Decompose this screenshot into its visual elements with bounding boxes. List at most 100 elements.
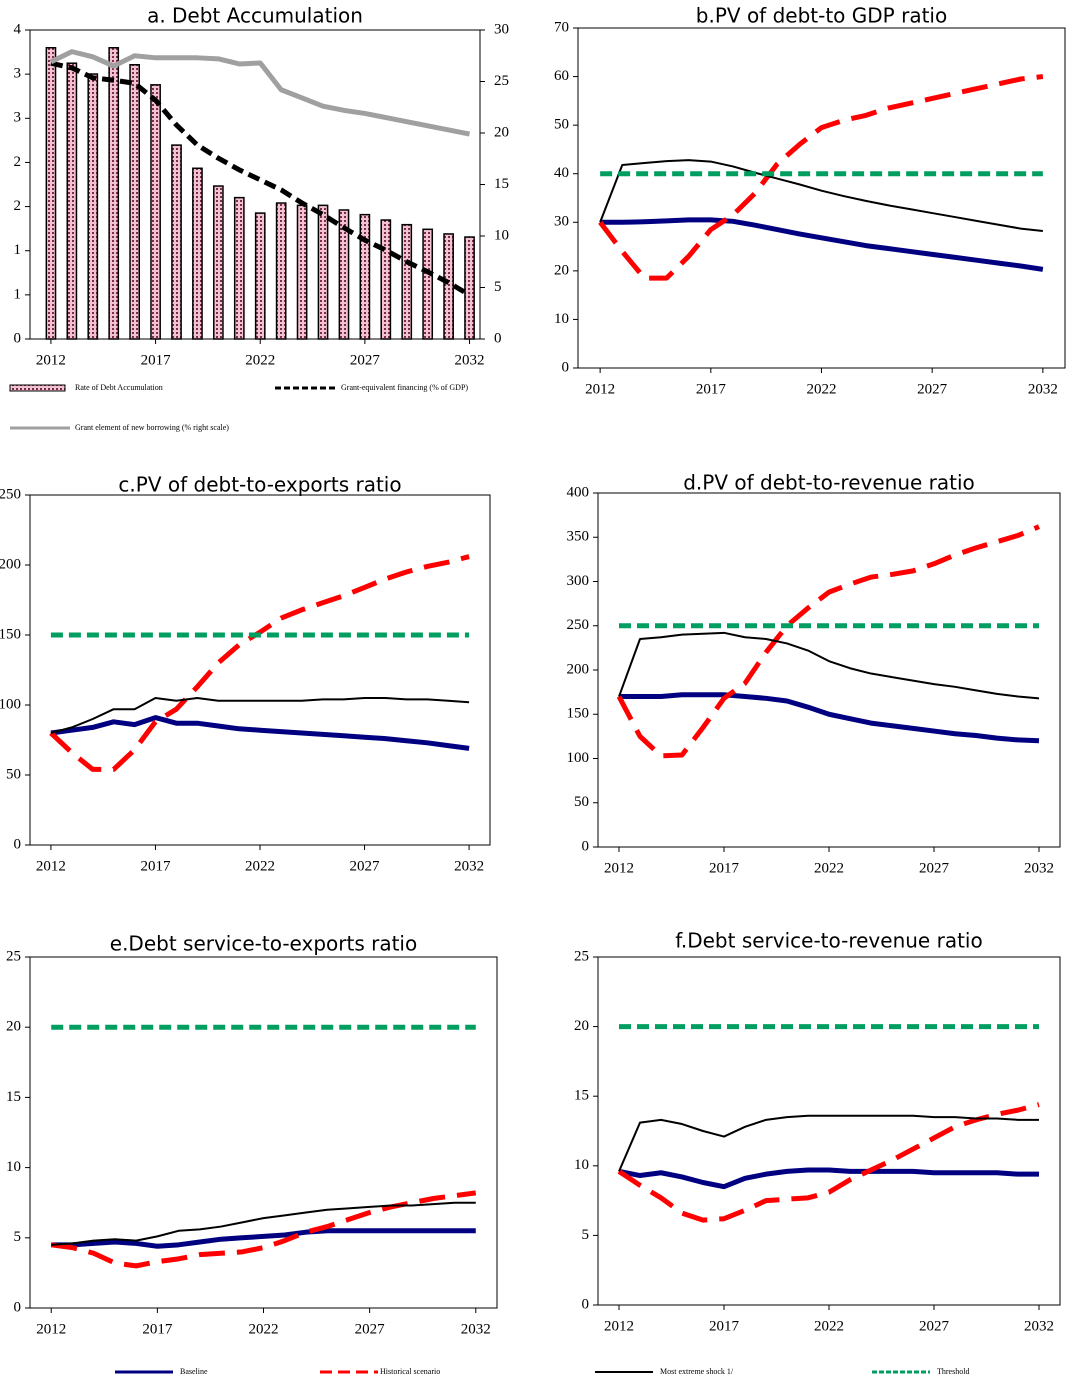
series-line	[618, 631, 1040, 700]
legend-label: Historical scenario	[380, 1367, 440, 1376]
series-line	[600, 217, 1044, 272]
x-tick-label: 2017	[709, 860, 740, 876]
series-line	[51, 1228, 476, 1249]
bar	[422, 228, 434, 340]
y-tick-label: 0	[582, 1296, 590, 1312]
y-tick-label: 5	[582, 1227, 590, 1243]
chart-title: b.PV of debt-to GDP ratio	[696, 4, 947, 28]
y-tick-label: 250	[0, 486, 21, 502]
y-tick-label: 10	[554, 311, 569, 327]
legend-label: Baseline	[180, 1367, 208, 1376]
x-tick-label: 2012	[585, 381, 615, 397]
legend-label: Grant element of new borrowing (% right …	[75, 423, 229, 432]
x-tick-label: 2027	[350, 858, 381, 874]
bar	[192, 167, 203, 340]
series-line	[618, 1167, 1039, 1190]
series-line	[598, 74, 1044, 281]
chart-title: a. Debt Accumulation	[147, 4, 363, 28]
bar	[66, 62, 78, 340]
y-tick-label: 350	[567, 529, 590, 545]
bar	[380, 219, 392, 340]
x-tick-label: 2012	[604, 1318, 634, 1334]
x-tick-label: 2022	[249, 1321, 279, 1337]
y-tick-label: 20	[554, 262, 569, 278]
series-line	[599, 159, 1043, 233]
y-tick-label: 0	[562, 359, 570, 375]
x-tick-label: 2012	[36, 352, 66, 368]
bar	[296, 204, 308, 340]
series-line	[50, 715, 470, 751]
y2-tick-label: 25	[494, 73, 509, 89]
x-tick-label: 2032	[1024, 1318, 1054, 1334]
y-tick-label: 25	[574, 948, 589, 964]
y-tick-label: 150	[0, 626, 21, 642]
x-tick-label: 2022	[807, 381, 837, 397]
bar	[171, 144, 182, 340]
x-tick-label: 2017	[142, 1321, 173, 1337]
x-tick-label: 2012	[36, 858, 66, 874]
y-tick-label: 30	[554, 214, 569, 230]
y-tick-label: 100	[567, 750, 590, 766]
legend-swatch	[9, 384, 66, 392]
x-tick-label: 2017	[709, 1318, 740, 1334]
x-tick-label: 2017	[141, 352, 172, 368]
y-tick-label: 250	[567, 617, 590, 633]
x-tick-label: 2022	[814, 1318, 844, 1334]
plot-frame	[29, 494, 491, 846]
y2-tick-label: 0	[494, 330, 502, 346]
plot-frame	[577, 27, 1066, 369]
y-tick-label: 0	[14, 836, 22, 852]
x-tick-label: 2032	[454, 858, 484, 874]
x-tick-label: 2012	[604, 860, 634, 876]
y-tick-label: 50	[6, 766, 21, 782]
y-tick-label: 100	[0, 696, 21, 712]
x-tick-label: 2027	[917, 381, 948, 397]
y2-tick-label: 15	[494, 176, 509, 192]
y-tick-label: 10	[574, 1157, 589, 1173]
x-tick-label: 2017	[696, 381, 727, 397]
series-line	[617, 1102, 1040, 1223]
y-tick-label: 5	[14, 1229, 22, 1245]
y-tick-label: 2	[14, 198, 22, 214]
x-tick-label: 2032	[455, 352, 485, 368]
y-tick-label: 3	[14, 110, 22, 126]
bar	[275, 202, 287, 340]
y-tick-label: 200	[0, 556, 21, 572]
legend-label: Grant-equivalent financing (% of GDP)	[341, 383, 468, 392]
y-tick-label: 300	[567, 573, 590, 589]
series-line	[49, 49, 471, 137]
y-tick-label: 25	[6, 948, 21, 964]
y-tick-label: 50	[574, 794, 589, 810]
plot-frame	[597, 492, 1061, 848]
x-tick-label: 2022	[245, 352, 275, 368]
y-tick-label: 1	[14, 242, 22, 258]
chart-title: f.Debt service-to-revenue ratio	[675, 929, 982, 953]
bar	[45, 47, 57, 340]
y2-tick-label: 30	[494, 21, 509, 37]
y-tick-label: 200	[567, 661, 590, 677]
series-line	[619, 692, 1040, 744]
bar	[401, 223, 413, 340]
series-line	[50, 697, 470, 734]
chart-title: d.PV of debt-to-revenue ratio	[683, 471, 975, 495]
y-tick-label: 50	[554, 117, 569, 133]
series-line	[50, 60, 471, 298]
bar	[464, 236, 475, 340]
x-tick-label: 2032	[1028, 381, 1058, 397]
series-line	[49, 554, 470, 772]
y-tick-label: 40	[554, 165, 569, 181]
plot-frame	[597, 956, 1061, 1306]
y-tick-label: 0	[582, 838, 590, 854]
y-tick-label: 400	[567, 484, 590, 500]
bar	[129, 64, 141, 340]
x-tick-label: 2032	[1024, 860, 1054, 876]
series-line	[618, 1114, 1039, 1172]
y-tick-label: 0	[14, 330, 22, 346]
x-tick-label: 2027	[919, 860, 950, 876]
x-tick-label: 2022	[245, 858, 275, 874]
x-tick-label: 2012	[36, 1321, 66, 1337]
y-tick-label: 10	[6, 1159, 21, 1175]
bar	[443, 233, 454, 340]
x-tick-label: 2032	[461, 1321, 491, 1337]
